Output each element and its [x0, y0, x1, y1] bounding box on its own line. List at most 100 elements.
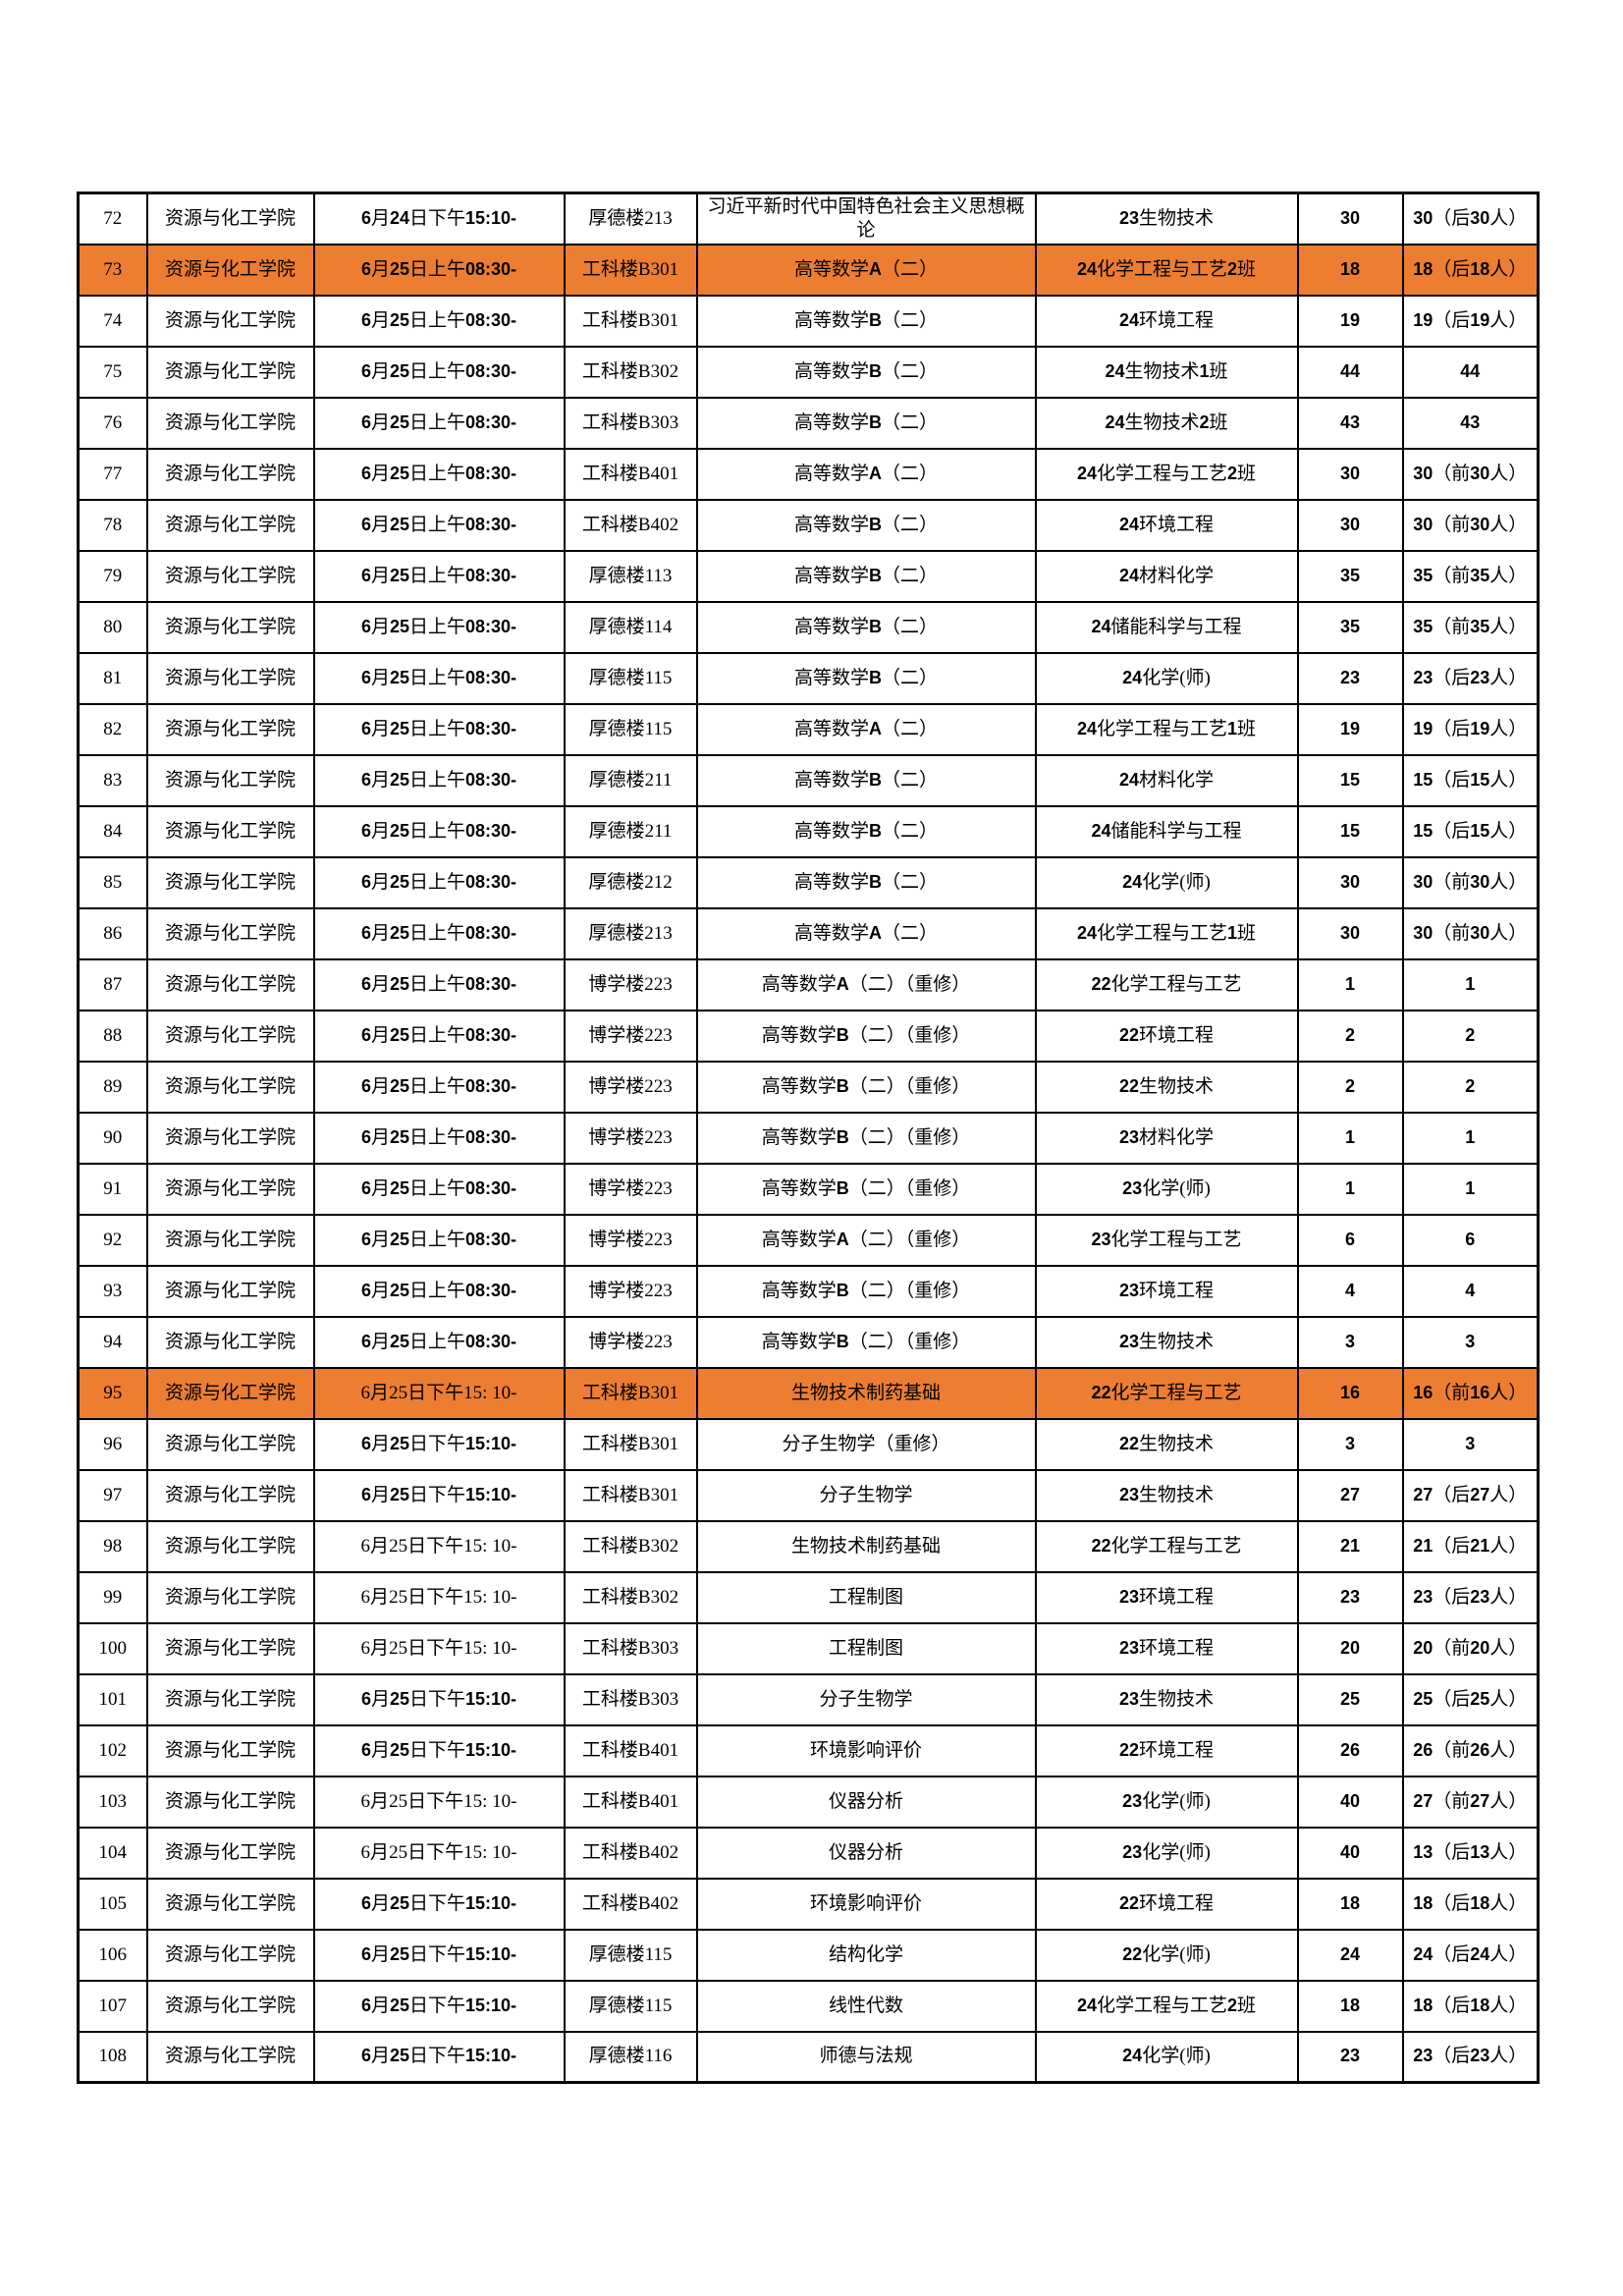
ascii-run: 22 [1122, 1943, 1143, 1964]
cell-capacity: 2 [1401, 1060, 1540, 1114]
cell-datetime: 6月25日上午08:30- [312, 855, 566, 909]
ascii-run: 6 [360, 1841, 371, 1863]
ascii-run: 19 [1339, 309, 1361, 330]
ascii-run: 24 [1118, 514, 1139, 534]
ascii-run: 6 [360, 820, 371, 841]
ascii-run: 24 [1413, 1943, 1434, 1964]
cell-row-number: 103 [77, 1775, 148, 1829]
cell-class: 23生物技术 [1034, 191, 1299, 246]
ascii-run: 35 [1339, 565, 1361, 585]
ascii-run: 15:10- [465, 1892, 517, 1913]
cell-row-number: 89 [77, 1060, 148, 1114]
table-row: 91 资源与化工学院 6月25日上午08:30- 博学楼223 高等数学B（二）（重修）… [77, 1162, 1540, 1216]
ascii-run: 25 [389, 1586, 408, 1608]
table-row: 102 资源与化工学院 6月25日下午15:10- 工科楼B401 环境影响评价 22环境… [77, 1723, 1540, 1777]
cell-count: 18 [1296, 1979, 1404, 2033]
ascii-run: 08:30- [465, 616, 517, 636]
ascii-run: 27 [1413, 1790, 1434, 1811]
ascii-run: 2 [1227, 463, 1238, 483]
cell-row-number: 75 [77, 345, 148, 399]
ascii-run: 08:30- [465, 718, 517, 738]
cell-class: 22环境工程 [1034, 1723, 1299, 1777]
ascii-run: 1 [1227, 922, 1238, 943]
ascii-run: 25 [389, 718, 409, 738]
ascii-run: A [836, 1229, 849, 1249]
ascii-run: 24 [1118, 565, 1139, 585]
cell-datetime: 6月25日下午15:10- [312, 1468, 566, 1522]
ascii-run: 23 [1470, 1586, 1490, 1607]
ascii-run: 08:30- [465, 667, 517, 687]
ascii-run: 6 [360, 514, 371, 534]
ascii-run: 20 [1339, 1637, 1361, 1658]
cell-college: 资源与化工学院 [145, 2030, 315, 2084]
cell-class: 23环境工程 [1034, 1264, 1299, 1318]
cell-course: 分子生物学 [695, 1468, 1037, 1522]
ascii-run: 08:30- [465, 514, 517, 534]
ascii-run: 08:30- [465, 463, 517, 483]
cell-class: 24化学工程与工艺2班 [1034, 447, 1299, 501]
ascii-run: 18 [1413, 1995, 1434, 2015]
ascii-run: 23 [1091, 1229, 1111, 1249]
ascii-run: 18 [1470, 258, 1490, 279]
table-row: 99 资源与化工学院 6月25日下午15: 10- 工科楼B302 工程制图 23环境工程… [77, 1570, 1540, 1624]
ascii-run: 15 [1413, 820, 1434, 841]
ascii-run: 19 [1470, 309, 1490, 330]
ascii-run: 08:30- [465, 1229, 517, 1249]
cell-college: 资源与化工学院 [145, 702, 315, 756]
cell-college: 资源与化工学院 [145, 1723, 315, 1777]
ascii-run: 30 [1470, 922, 1490, 943]
ascii-run: B [836, 1075, 849, 1096]
cell-college: 资源与化工学院 [145, 1775, 315, 1829]
cell-count: 23 [1296, 651, 1404, 705]
cell-capacity: 13（后13人） [1401, 1826, 1540, 1880]
cell-row-number: 76 [77, 396, 148, 450]
ascii-run: 22 [1118, 1024, 1139, 1045]
ascii-run: 3 [1344, 1433, 1355, 1453]
cell-college: 资源与化工学院 [145, 345, 315, 399]
cell-college: 资源与化工学院 [145, 396, 315, 450]
cell-room: 厚德楼113 [563, 549, 698, 603]
cell-capacity: 44 [1401, 345, 1540, 399]
ascii-run: 25 [389, 514, 409, 534]
table-row: 94 资源与化工学院 6月25日上午08:30- 博学楼223 高等数学B（二）（重修）… [77, 1315, 1540, 1369]
ascii-run: 22 [1118, 1892, 1139, 1913]
ascii-run: 08:30- [465, 1280, 517, 1300]
cell-class: 22化学工程与工艺 [1034, 957, 1299, 1011]
exam-schedule-table: 72 资源与化工学院 6月24日下午15:10- 厚德楼213 习近平新时代中国特色社会… [77, 191, 1540, 2084]
cell-row-number: 108 [77, 2030, 148, 2084]
cell-course: 高等数学B（二） [695, 753, 1037, 807]
cell-row-number: 79 [77, 549, 148, 603]
table-row: 79 资源与化工学院 6月25日上午08:30- 厚德楼113 高等数学B（二） 24材料… [77, 549, 1540, 603]
cell-class: 24化学工程与工艺2班 [1034, 1979, 1299, 2033]
cell-course: 仪器分析 [695, 1775, 1037, 1829]
cell-row-number: 84 [77, 804, 148, 858]
table-row: 77 资源与化工学院 6月25日上午08:30- 工科楼B401 高等数学A（二） 24化… [77, 447, 1540, 501]
cell-college: 资源与化工学院 [145, 1979, 315, 2033]
cell-row-number: 102 [77, 1723, 148, 1777]
cell-course: 高等数学A（二）（重修） [695, 1213, 1037, 1267]
cell-room: 工科楼B301 [563, 1366, 698, 1420]
ascii-run: 27 [1339, 1484, 1361, 1504]
table-row: 84 资源与化工学院 6月25日上午08:30- 厚德楼211 高等数学B（二） 24储能… [77, 804, 1540, 858]
ascii-run: 13 [1413, 1841, 1434, 1862]
cell-college: 资源与化工学院 [145, 600, 315, 654]
ascii-run: 24 [1122, 2046, 1143, 2066]
cell-class: 22生物技术 [1034, 1417, 1299, 1471]
cell-row-number: 86 [77, 906, 148, 960]
ascii-run: 25 [389, 1126, 409, 1147]
cell-class: 23环境工程 [1034, 1570, 1299, 1624]
cell-course: 习近平新时代中国特色社会主义思想概论 [695, 191, 1037, 246]
cell-room: 博学楼223 [563, 1111, 698, 1165]
table-row: 103 资源与化工学院 6月25日下午15: 10- 工科楼B401 仪器分析 23化学(… [77, 1775, 1540, 1829]
cell-course: 高等数学B（二） [695, 549, 1037, 603]
cell-count: 19 [1296, 702, 1404, 756]
ascii-run: 23 [1118, 207, 1139, 228]
cell-datetime: 6月25日上午08:30- [312, 600, 566, 654]
cell-row-number: 92 [77, 1213, 148, 1267]
ascii-run: 15: 10- [463, 1841, 517, 1863]
cell-count: 1 [1296, 1111, 1404, 1165]
cell-count: 18 [1296, 243, 1404, 297]
ascii-run: 08:30- [465, 1331, 517, 1351]
cell-row-number: 78 [77, 498, 148, 552]
ascii-run: 35 [1413, 565, 1434, 585]
